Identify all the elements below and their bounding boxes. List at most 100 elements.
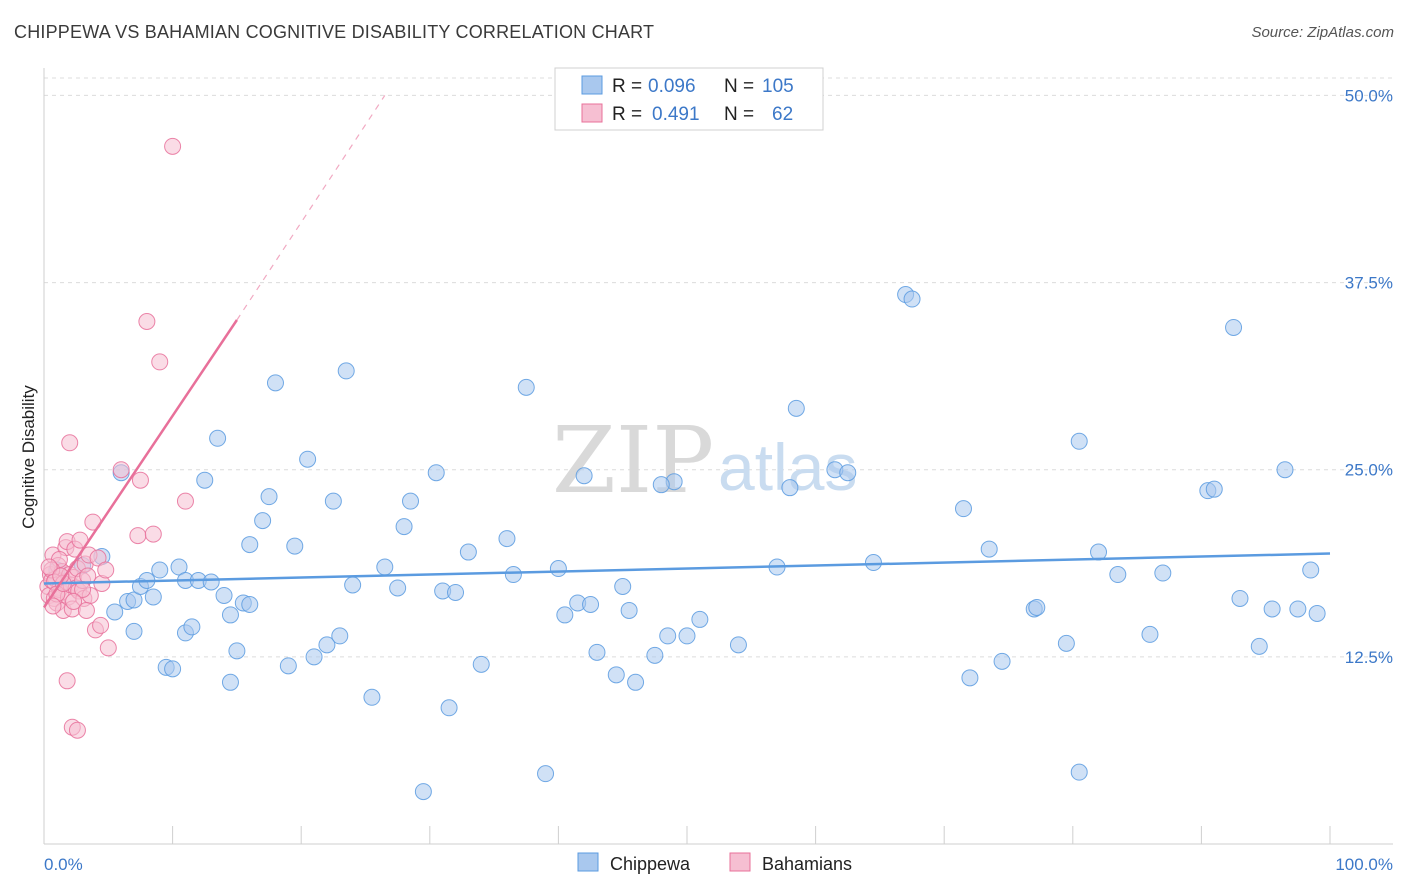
y-tick-label: 37.5%: [1345, 274, 1393, 293]
data-point-chippewa: [1070, 432, 1088, 450]
data-point-chippewa: [447, 583, 465, 601]
data-point-chippewa: [980, 540, 998, 558]
y-tick-label: 50.0%: [1345, 86, 1393, 105]
data-point-chippewa: [196, 471, 214, 489]
y-tick-label: 12.5%: [1345, 648, 1393, 667]
trend-lines: [42, 95, 1331, 609]
data-point-chippewa: [183, 618, 201, 636]
x-tick-labels: 0.0% 100.0%: [44, 855, 1393, 874]
data-point-chippewa: [556, 606, 574, 624]
legend-r-value-1: 0.096: [648, 76, 696, 97]
data-point-chippewa: [1028, 598, 1046, 616]
data-point-bahamians: [58, 672, 76, 690]
data-point-chippewa: [1070, 763, 1088, 781]
legend-n-value-2: 62: [772, 104, 793, 125]
data-point-chippewa: [266, 374, 284, 392]
data-point-chippewa: [614, 577, 632, 595]
data-point-chippewa: [839, 464, 857, 482]
data-point-bahamians: [61, 434, 79, 452]
data-point-chippewa: [588, 643, 606, 661]
data-point-chippewa: [1141, 625, 1159, 643]
data-point-chippewa: [1289, 600, 1307, 618]
data-point-chippewa: [620, 601, 638, 619]
bottom-legend-swatch-chippewa: [577, 852, 599, 872]
data-point-chippewa: [260, 488, 278, 506]
data-point-chippewa: [215, 586, 233, 604]
data-point-chippewa: [993, 652, 1011, 670]
data-point-chippewa: [787, 399, 805, 417]
data-point-bahamians: [131, 471, 149, 489]
series-chippewa: [48, 286, 1326, 801]
data-point-chippewa: [414, 783, 432, 801]
data-point-bahamians: [89, 549, 107, 567]
data-point-chippewa: [652, 476, 670, 494]
data-point-chippewa: [1302, 561, 1320, 579]
data-point-chippewa: [781, 479, 799, 497]
bottom-legend-swatch-bahamians: [729, 852, 751, 872]
legend-box: R = 0.096 N = 105 R = 0.491 N = 62: [554, 67, 824, 131]
data-point-bahamians: [77, 601, 95, 619]
data-point-bahamians: [97, 561, 115, 579]
data-point-chippewa: [402, 492, 420, 510]
data-point-chippewa: [729, 636, 747, 654]
legend-r-label-1: R =: [612, 76, 642, 97]
data-point-chippewa: [1154, 564, 1172, 582]
trend-line-bahamians: [42, 319, 238, 609]
data-point-chippewa: [221, 606, 239, 624]
data-point-bahamians: [112, 461, 130, 479]
bottom-legend-label-chippewa: Chippewa: [610, 854, 691, 874]
x-tick-label-min: 0.0%: [44, 855, 83, 874]
source-label: Source: ZipAtlas.com: [1251, 24, 1394, 41]
data-point-chippewa: [344, 576, 362, 594]
data-point-chippewa: [954, 500, 972, 518]
data-point-chippewa: [472, 655, 490, 673]
legend-swatch-chippewa: [581, 75, 603, 95]
data-point-chippewa: [151, 561, 169, 579]
data-point-chippewa: [691, 610, 709, 628]
data-point-chippewa: [498, 530, 516, 548]
legend-n-label-1: N =: [724, 76, 754, 97]
data-point-chippewa: [324, 492, 342, 510]
data-point-chippewa: [254, 512, 272, 530]
data-point-chippewa: [864, 554, 882, 572]
data-point-chippewa: [575, 467, 593, 485]
series-bahamians: [39, 137, 194, 739]
data-point-bahamians: [40, 558, 58, 576]
data-point-chippewa: [221, 673, 239, 691]
data-point-chippewa: [627, 673, 645, 691]
data-point-chippewa: [164, 660, 182, 678]
data-point-chippewa: [286, 537, 304, 555]
y-axis-label: Cognitive Disability: [19, 385, 38, 529]
data-point-chippewa: [504, 566, 522, 584]
data-point-bahamians: [99, 639, 117, 657]
data-points: [39, 137, 1326, 801]
data-point-chippewa: [961, 669, 979, 687]
data-point-chippewa: [144, 588, 162, 606]
trend-line-chippewa: [43, 552, 1331, 585]
data-point-bahamians: [144, 525, 162, 543]
data-point-chippewa: [1231, 589, 1249, 607]
data-point-chippewa: [1109, 566, 1127, 584]
bottom-legend-label-bahamians: Bahamians: [762, 854, 852, 874]
chart-title: CHIPPEWA VS BAHAMIAN COGNITIVE DISABILIT…: [14, 22, 655, 42]
data-point-chippewa: [299, 450, 317, 468]
data-point-chippewa: [549, 560, 567, 578]
data-point-chippewa: [337, 362, 355, 380]
data-point-chippewa: [1250, 637, 1268, 655]
data-point-chippewa: [363, 688, 381, 706]
data-point-bahamians: [176, 492, 194, 510]
data-point-bahamians: [65, 592, 83, 610]
data-point-bahamians: [151, 353, 169, 371]
bottom-legend: Chippewa Bahamians: [577, 852, 852, 874]
trend-line-extension-bahamians: [236, 95, 386, 321]
data-point-chippewa: [1225, 318, 1243, 336]
legend-n-label-2: N =: [724, 104, 754, 125]
legend-r-label-2: R =: [612, 104, 642, 125]
data-point-chippewa: [125, 622, 143, 640]
data-point-chippewa: [389, 579, 407, 597]
legend-n-value-1: 105: [762, 76, 794, 97]
data-point-chippewa: [517, 378, 535, 396]
data-point-chippewa: [228, 642, 246, 660]
gridlines: [44, 77, 1393, 658]
data-point-chippewa: [607, 666, 625, 684]
